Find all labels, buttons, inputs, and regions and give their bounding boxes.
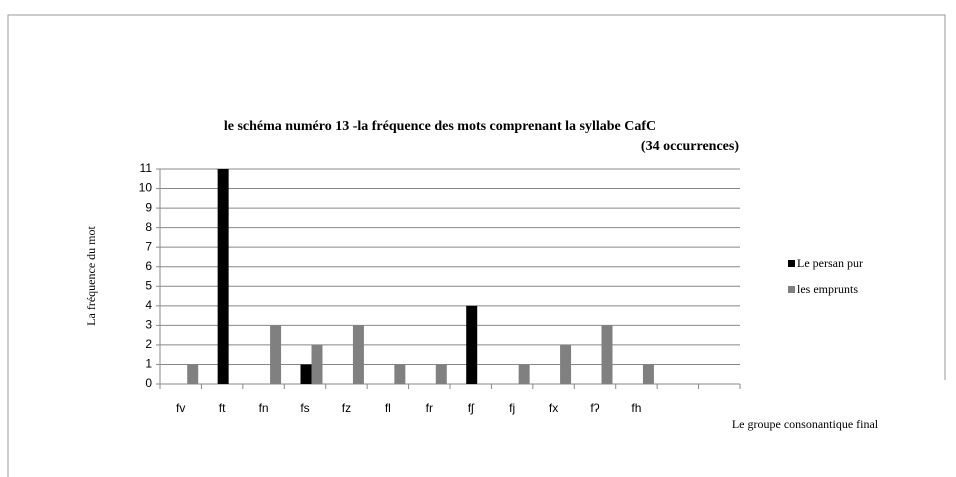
bar	[352, 325, 364, 384]
y-axis-label: La fréquence du mot	[84, 226, 98, 326]
y-tick-label: 1	[145, 357, 152, 371]
x-tick-label: fs	[300, 401, 309, 415]
x-tick-label: fʔ	[590, 401, 599, 415]
x-tick-label: fv	[176, 401, 185, 415]
y-tick-label: 5	[145, 278, 152, 292]
bar	[560, 344, 572, 384]
bar	[300, 364, 312, 384]
y-tick-label: 11	[140, 161, 153, 175]
x-tick-label: fʃ	[468, 401, 475, 415]
x-tick-label: fj	[509, 401, 515, 415]
legend-swatch	[788, 286, 795, 293]
x-tick-label: ft	[219, 401, 226, 415]
y-tick-label: 10	[139, 181, 153, 195]
frame	[7, 14, 946, 477]
bar	[394, 364, 406, 384]
bar	[270, 325, 282, 384]
x-tick-label: fr	[426, 401, 433, 415]
bar	[311, 344, 323, 384]
y-tick-label: 3	[145, 318, 152, 332]
y-tick-label: 4	[145, 298, 152, 312]
y-tick-label: 2	[145, 337, 152, 351]
x-axis-label: Le groupe consonantique final	[732, 417, 879, 431]
y-tick-label: 9	[145, 200, 152, 214]
y-tick-label: 8	[145, 220, 152, 234]
x-tick-label: fl	[385, 401, 391, 415]
bar	[601, 325, 613, 384]
bar	[518, 364, 530, 384]
y-tick-label: 0	[145, 376, 152, 390]
legend-swatch	[788, 260, 795, 267]
chart-title: le schéma numéro 13 -la fréquence des mo…	[224, 119, 656, 134]
x-tick-label: fh	[631, 401, 641, 415]
y-tick-label: 7	[145, 239, 152, 253]
bar	[217, 169, 229, 384]
bar	[435, 364, 447, 384]
legend-label: Le persan pur	[797, 256, 863, 270]
bar	[642, 364, 654, 384]
bar	[187, 364, 199, 384]
bar	[466, 305, 478, 384]
y-tick-label: 6	[145, 259, 152, 273]
x-tick-label: fz	[342, 401, 351, 415]
chart-subtitle: (34 occurrences)	[641, 139, 739, 154]
x-tick-label: fn	[259, 401, 269, 415]
x-tick-label: fx	[549, 401, 558, 415]
legend-label: les emprunts	[797, 282, 858, 296]
